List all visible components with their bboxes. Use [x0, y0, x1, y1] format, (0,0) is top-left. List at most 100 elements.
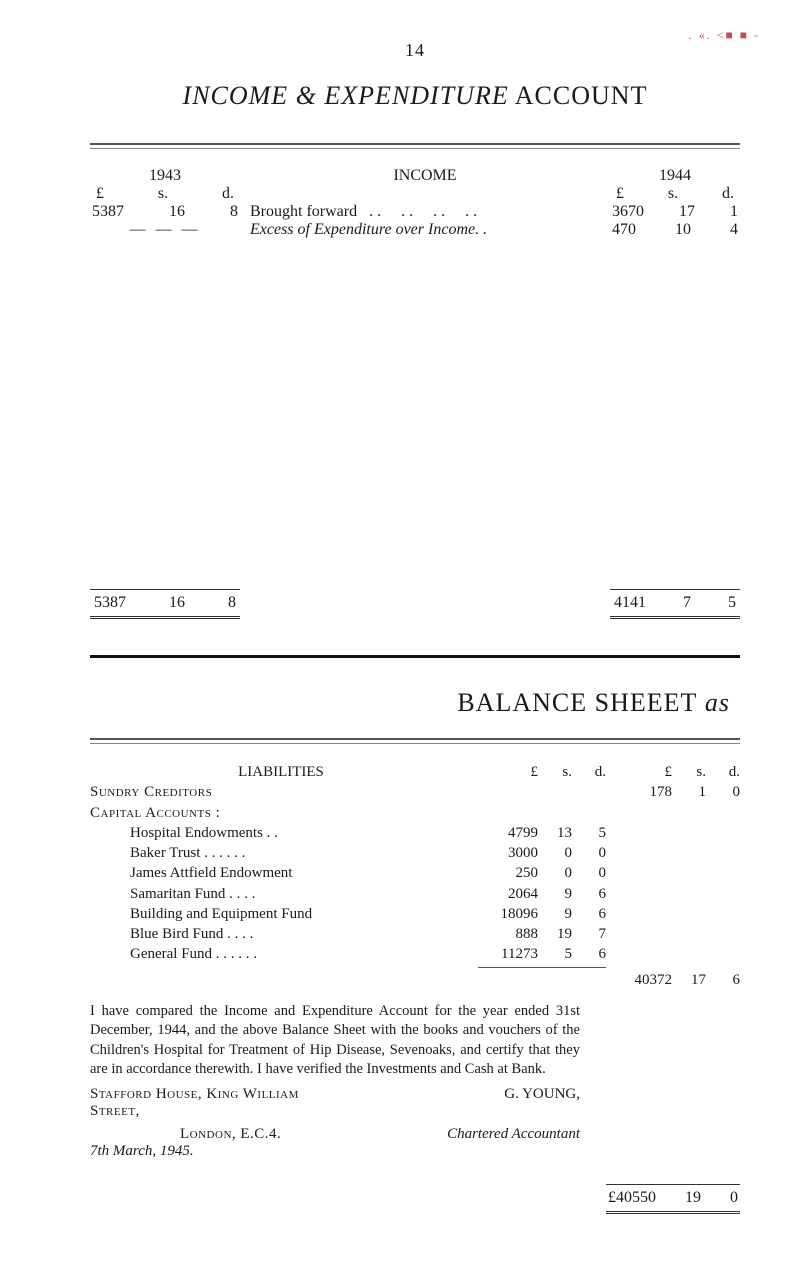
page: . «. <■ ■ - 14 INCOME & EXPENDITURE ACCO… [0, 0, 800, 1264]
lsd-d: d. [222, 185, 234, 203]
liab-item-5-d: 7 [578, 924, 606, 944]
lsd-L: £ [96, 185, 104, 203]
desc-row1: Excess of Expenditure over Income. . [250, 221, 600, 239]
s: 17 [679, 203, 695, 221]
liab-item-4-L: 18096 [478, 904, 538, 924]
liab-item-4-d: 6 [578, 904, 606, 924]
address-line-1: Stafford House, King William Street, [90, 1086, 335, 1120]
sundry-s: 1 [678, 782, 706, 802]
liab-item-2: James Attfield Endowment [90, 863, 472, 883]
liab-item-2-L: 250 [478, 863, 538, 883]
rule-double-bs [90, 738, 740, 744]
sundry-L: 178 [612, 782, 672, 802]
L: 5387 [92, 203, 124, 221]
title-italic: INCOME & EXPENDITURE [183, 81, 509, 110]
d: 8 [230, 203, 238, 221]
d: 4 [730, 221, 738, 239]
lsd-header-left: £ s. d. [90, 185, 240, 203]
lsd-L: £ [616, 185, 624, 203]
grand-total-L: £40550 [608, 1189, 656, 1207]
liab-item-1-L: 3000 [478, 843, 538, 863]
right-amount-row1: 470 10 4 [610, 221, 740, 239]
date-line: 7th March, 1945. [90, 1143, 740, 1160]
bs-title-roman: BALANCE SHEEET [457, 688, 697, 717]
colhead-s2: s. [678, 762, 706, 782]
income-totals: 5387 16 8 4141 7 5 [90, 589, 740, 619]
lsd-d: d. [722, 185, 734, 203]
d: 1 [730, 203, 738, 221]
income-table: 1943 £ s. d. 5387 16 8 — — — INCOME Brou… [90, 167, 740, 239]
colhead-L2: £ [612, 762, 672, 782]
liab-item-0: Hospital Endowments . . [90, 823, 472, 843]
liab-subtotal-rule [478, 967, 606, 968]
liab-item-1-d: 0 [578, 843, 606, 863]
liab-item-1-s: 0 [544, 843, 572, 863]
year-1943: 1943 [90, 167, 240, 185]
capital-total-L: 40372 [612, 970, 672, 990]
L: 3670 [612, 203, 644, 221]
income-total-left: 5387 16 8 [90, 589, 240, 619]
liab-item-4-s: 9 [544, 904, 572, 924]
lsd-s: s. [158, 185, 168, 203]
left-amount-row1-dash: — — — [90, 221, 240, 239]
grand-total-s: 19 [685, 1189, 701, 1207]
liab-item-0-s: 13 [544, 823, 572, 843]
L: 5387 [94, 594, 126, 612]
year-1944: 1944 [610, 167, 740, 185]
signature-row-1: Stafford House, King William Street, G. … [90, 1086, 740, 1120]
d: 5 [728, 594, 736, 612]
liab-item-3-L: 2064 [478, 884, 538, 904]
s: 7 [683, 594, 691, 612]
liab-item-2-d: 0 [578, 863, 606, 883]
s: 16 [169, 594, 185, 612]
signature-row-2: London, E.C.4. Chartered Accountant [90, 1126, 740, 1143]
title-roman: ACCOUNT [509, 81, 648, 110]
rule-heavy-divider [90, 655, 740, 658]
signatory-title: Chartered Accountant [380, 1126, 580, 1143]
liab-item-5-L: 888 [478, 924, 538, 944]
scan-artifact-top: . «. <■ ■ - [689, 28, 760, 43]
liab-item-6-L: 11273 [478, 944, 538, 964]
lsd-header-right: £ s. d. [610, 185, 740, 203]
colhead-d2: d. [712, 762, 740, 782]
income-left-col: 1943 £ s. d. 5387 16 8 — — — [90, 167, 240, 239]
income-center-col: INCOME Brought forward . . . . . . . . E… [250, 167, 600, 239]
signatory-name: G. YOUNG, [335, 1086, 580, 1120]
liab-item-2-s: 0 [544, 863, 572, 883]
left-amount-row0: 5387 16 8 [90, 203, 240, 221]
liab-item-6: General Fund . . . . . . [90, 944, 472, 964]
d: 8 [228, 594, 236, 612]
rule-double-top [90, 143, 740, 149]
sundry-creditors-label: Sundry Creditors [90, 782, 472, 802]
auditor-paragraph: I have compared the Income and Expenditu… [90, 1002, 740, 1080]
capital-total-d: 6 [712, 970, 740, 990]
liab-item-4: Building and Equipment Fund [90, 904, 472, 924]
sundry-d: 0 [712, 782, 740, 802]
liab-item-5-s: 19 [544, 924, 572, 944]
liab-item-1: Baker Trust . . . . . . [90, 843, 472, 863]
income-heading: INCOME [250, 167, 600, 185]
s: 16 [169, 203, 185, 221]
income-right-col: 1944 £ s. d. 3670 17 1 470 10 4 [610, 167, 740, 239]
capital-accounts-label: Capital Accounts : [90, 803, 472, 823]
s: 10 [675, 221, 691, 239]
totals-spacer [250, 589, 600, 619]
liabilities-heading: LIABILITIES [90, 762, 472, 782]
income-total-right: 4141 7 5 [610, 589, 740, 619]
page-number: 14 [90, 40, 740, 61]
L: 470 [612, 221, 636, 239]
liab-item-3: Samaritan Fund . . . . [90, 884, 472, 904]
liab-item-6-s: 5 [544, 944, 572, 964]
L: 4141 [614, 594, 646, 612]
desc-row0: Brought forward . . . . . . . . [250, 203, 600, 221]
liab-item-0-d: 5 [578, 823, 606, 843]
balance-sheet-title: BALANCE SHEEET as [90, 688, 730, 718]
grand-total-d: 0 [730, 1189, 738, 1207]
capital-total-s: 17 [678, 970, 706, 990]
colhead-s1: s. [544, 762, 572, 782]
liab-item-5: Blue Bird Fund . . . . [90, 924, 472, 944]
lsd-s: s. [668, 185, 678, 203]
right-amount-row0: 3670 17 1 [610, 203, 740, 221]
liab-item-6-d: 6 [578, 944, 606, 964]
colhead-d1: d. [578, 762, 606, 782]
